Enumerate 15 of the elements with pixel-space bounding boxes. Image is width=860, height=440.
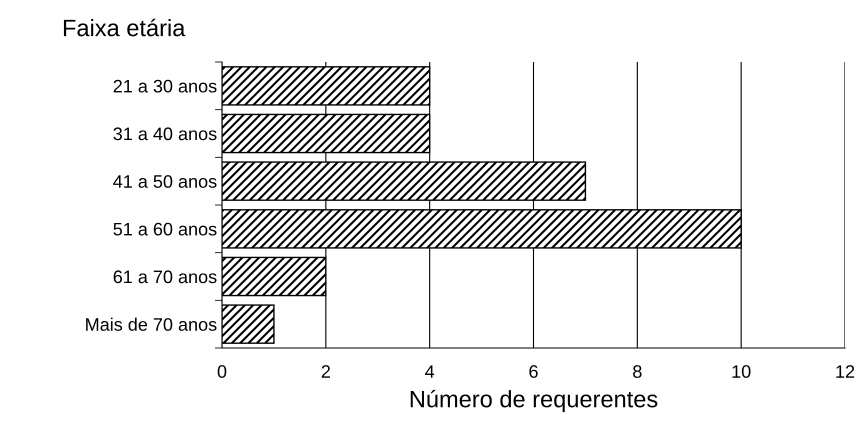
x-tick-label: 10 — [732, 365, 751, 378]
x-tick-label: 8 — [633, 365, 642, 378]
y-axis-title: Faixa etária — [64, 18, 186, 36]
y-tick-label: Mais de 70 anos — [86, 318, 216, 331]
y-tick-label: 61 a 70 anos — [114, 270, 216, 284]
y-tick-label: 21 a 30 anos — [114, 80, 216, 93]
x-tick-label: 12 — [836, 365, 854, 378]
x-tick-label: 6 — [529, 365, 538, 378]
x-tick-label: 2 — [322, 365, 330, 378]
x-axis-title: Número de requerentes — [410, 390, 658, 412]
x-tick-label: 4 — [425, 365, 434, 378]
y-tick-label: 41 a 50 anos — [113, 175, 216, 188]
y-tick-label: 31 a 40 anos — [113, 127, 216, 140]
y-tick-label: 51 a 60 anos — [113, 222, 216, 236]
x-tick-label: 0 — [218, 365, 226, 378]
